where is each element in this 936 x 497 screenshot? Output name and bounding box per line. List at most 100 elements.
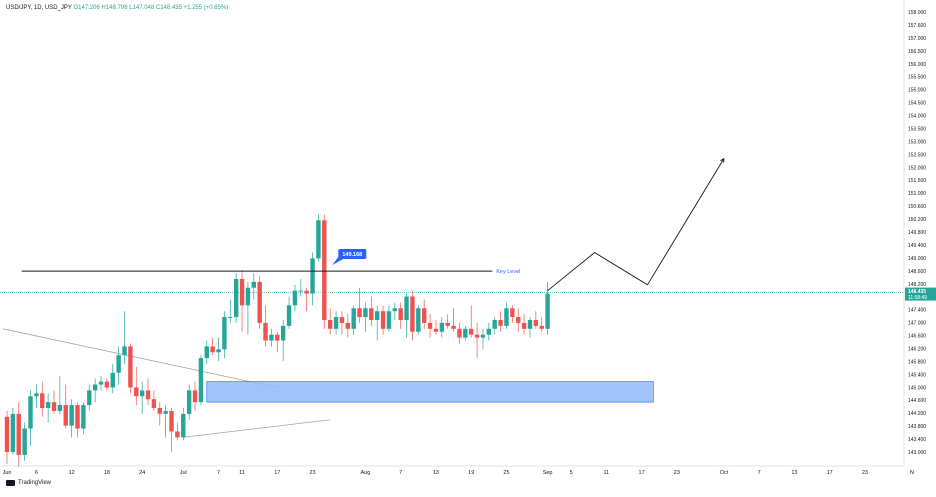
- x-tick-label: Oct: [720, 470, 729, 476]
- x-tick-label: 7: [399, 470, 402, 476]
- candle: [45, 393, 51, 423]
- candle: [122, 311, 127, 364]
- candle-body: [251, 281, 256, 288]
- candle-body: [128, 346, 133, 388]
- x-tick-label: 17: [274, 470, 280, 476]
- y-tick-label: 156.000: [908, 62, 926, 68]
- candle-body: [374, 311, 380, 320]
- x-tick-label: Aug: [361, 470, 371, 476]
- y-tick-label: 150.600: [908, 204, 926, 210]
- x-tick-label: Sep: [543, 470, 553, 476]
- y-tick-label: 143.800: [908, 424, 926, 430]
- candle-body: [439, 322, 445, 332]
- candle-body: [286, 305, 292, 326]
- candle: [192, 381, 198, 411]
- candle-body: [134, 387, 139, 397]
- candle: [4, 410, 10, 464]
- candle-body: [63, 405, 68, 426]
- candle-body: [157, 408, 162, 414]
- candle: [116, 346, 121, 385]
- symbol-header: USD/JPY, 1D, USD_JPY O147.206 H148.796 L…: [6, 5, 228, 11]
- candle-body: [122, 346, 127, 356]
- candle: [333, 311, 339, 335]
- y-tick-label: 146.600: [908, 334, 926, 340]
- candle-body: [81, 405, 86, 429]
- ohlc-values: O147.206 H148.796 L147.048 C148.435 +1.2…: [73, 5, 229, 11]
- candle-body: [457, 328, 462, 338]
- candle: [322, 214, 327, 329]
- candle-body: [333, 317, 339, 329]
- candle-body: [145, 390, 151, 400]
- candle: [63, 384, 68, 429]
- candle-body: [28, 396, 33, 429]
- candle: [228, 299, 233, 323]
- candle-body: [504, 308, 509, 326]
- candle: [22, 422, 27, 461]
- y-tick-label: 151.500: [908, 178, 926, 184]
- candle-body: [275, 334, 280, 341]
- candle-body: [104, 381, 110, 388]
- candle-body: [222, 317, 227, 350]
- x-tick-label: 13: [433, 470, 439, 476]
- candle-body: [92, 384, 98, 391]
- candle-body: [533, 320, 539, 326]
- candle: [198, 355, 204, 406]
- candle-body: [369, 308, 374, 320]
- brand: TradingView: [6, 480, 51, 486]
- candle-body: [451, 325, 456, 329]
- candle-body: [474, 334, 480, 338]
- candle: [280, 320, 286, 362]
- candle-body: [98, 381, 104, 385]
- y-tick-label: 157.600: [908, 23, 926, 29]
- candle-body: [75, 405, 80, 429]
- candle-body: [463, 328, 468, 338]
- y-tick-label: 157.000: [908, 36, 926, 42]
- x-tick-label: 7: [217, 470, 220, 476]
- y-tick-label: 154.500: [908, 101, 926, 107]
- candle: [239, 270, 245, 332]
- candle: [81, 402, 86, 435]
- x-tick-label: 23: [674, 470, 680, 476]
- x-tick-label: 7: [758, 470, 761, 476]
- candle: [416, 305, 421, 335]
- y-tick-label: 145.800: [908, 359, 926, 365]
- candle: [110, 364, 115, 394]
- candle: [40, 381, 45, 417]
- candle-body: [139, 390, 145, 397]
- candle: [380, 305, 386, 335]
- candle: [398, 302, 403, 329]
- candle-body: [316, 220, 321, 259]
- candle: [269, 328, 274, 347]
- candle-body: [257, 281, 262, 323]
- candle-body: [216, 349, 221, 353]
- candle-body: [110, 372, 115, 388]
- candle: [134, 366, 139, 406]
- candle: [339, 311, 345, 335]
- demand-zone: [206, 381, 654, 403]
- candle-body: [298, 290, 303, 292]
- candle-body: [427, 322, 433, 329]
- candle-body: [322, 220, 327, 320]
- y-tick-label: 145.400: [908, 372, 926, 378]
- current-price-box: [905, 287, 936, 301]
- candle: [480, 328, 486, 350]
- y-tick-label: 148.200: [908, 282, 926, 288]
- projection-arrowhead: [720, 157, 725, 163]
- candle: [286, 296, 292, 329]
- upper-trendline: [2, 328, 278, 388]
- candle: [275, 331, 280, 353]
- candle-body: [521, 322, 527, 329]
- candle: [233, 273, 239, 323]
- candle: [410, 290, 415, 341]
- y-tick-label: 143.000: [908, 450, 926, 456]
- x-tick-label: 23: [862, 470, 868, 476]
- x-tick-label: 17: [827, 470, 833, 476]
- candle-body: [34, 393, 39, 397]
- y-tick-label: 148.600: [908, 269, 926, 275]
- x-tick-label: 17: [639, 470, 645, 476]
- candle-body: [351, 308, 356, 329]
- candle-body: [345, 322, 351, 329]
- candle: [92, 378, 98, 403]
